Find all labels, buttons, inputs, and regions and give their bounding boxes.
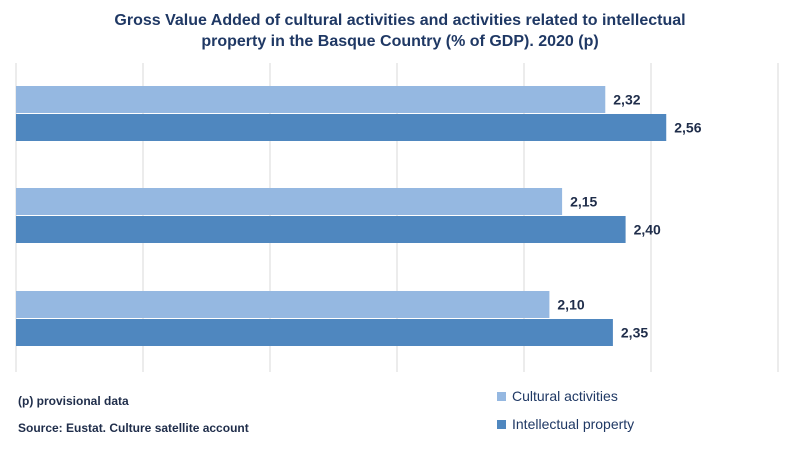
chart-title: Gross Value Added of cultural activities…: [0, 10, 800, 52]
legend-item-intellectual: Intellectual property: [497, 414, 634, 434]
bar-cultural-1: [16, 86, 606, 113]
legend: Cultural activities Intellectual propert…: [497, 386, 634, 442]
bar-cultural-2: [16, 188, 563, 215]
data-label-cultural-1: 2,32: [613, 92, 640, 108]
bar-intellectual-2: [16, 216, 626, 243]
chart-title-line-1: Gross Value Added of cultural activities…: [114, 12, 686, 29]
legend-swatch-cultural: [497, 391, 506, 401]
provisional-note: (p) provisional data: [18, 394, 129, 408]
legend-label-cultural: Cultural activities: [512, 388, 618, 404]
data-label-intellectual-2: 2,40: [634, 222, 661, 238]
bar-cultural-3: [16, 291, 550, 318]
bar-intellectual-1: [16, 114, 667, 141]
legend-swatch-intellectual: [497, 419, 506, 429]
bar-chart: 2,32 2,15 2,10 2,56 2,40 2,35: [15, 63, 779, 372]
data-label-cultural-3: 2,10: [557, 297, 584, 313]
legend-label-intellectual: Intellectual property: [512, 416, 635, 432]
bar-intellectual-3: [16, 319, 613, 346]
data-label-intellectual-1: 2,56: [674, 120, 701, 136]
source-note: Source: Eustat. Culture satellite accoun…: [18, 421, 249, 435]
data-label-cultural-2: 2,15: [570, 194, 597, 210]
chart-title-line-2: property in the Basque Country (% of GDP…: [201, 33, 599, 50]
data-label-intellectual-3: 2,35: [621, 325, 648, 341]
legend-item-cultural: Cultural activities: [497, 386, 634, 406]
